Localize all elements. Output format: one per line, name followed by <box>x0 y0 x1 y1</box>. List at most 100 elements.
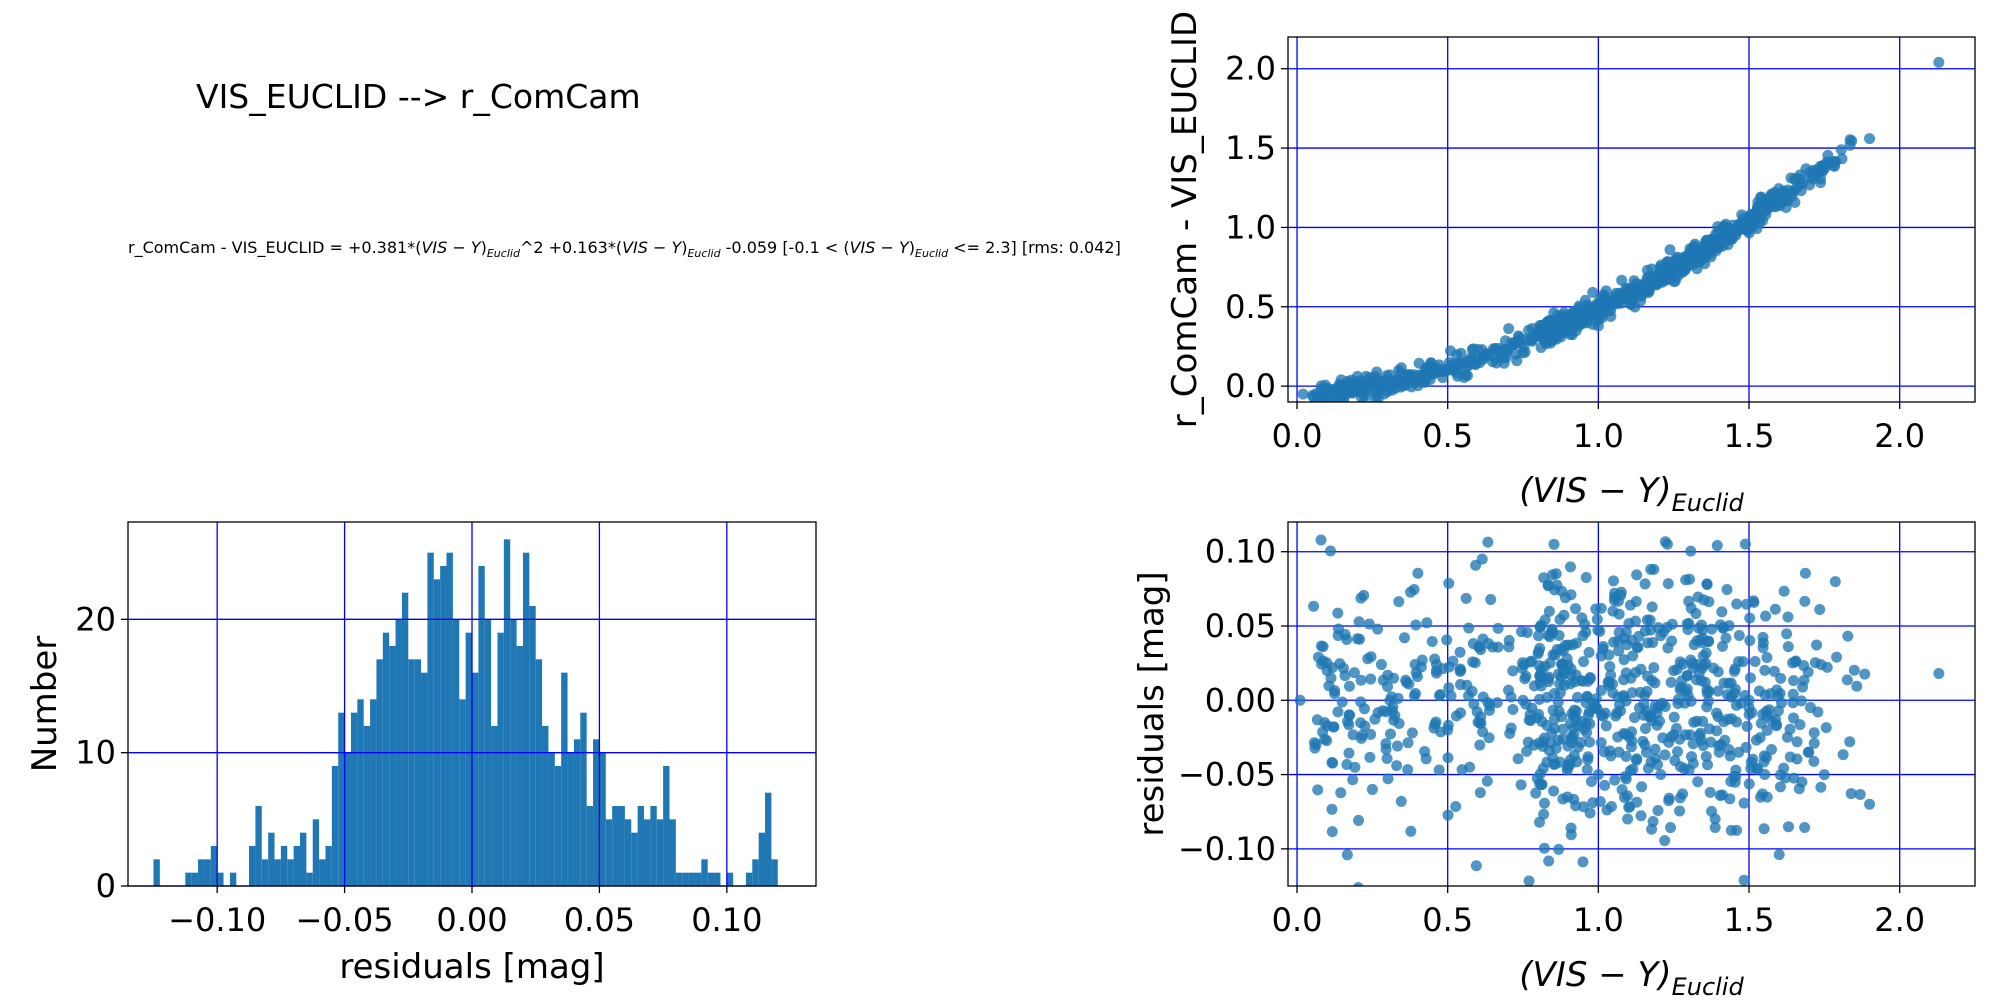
data-point <box>1642 762 1654 774</box>
data-point <box>1769 713 1781 725</box>
data-point <box>1487 356 1499 368</box>
data-point <box>1402 764 1414 776</box>
data-point <box>1474 787 1486 799</box>
data-point <box>1576 612 1588 624</box>
data-point <box>1587 309 1599 321</box>
data-point <box>1482 638 1494 650</box>
data-point <box>1327 383 1339 395</box>
data-point <box>1739 538 1751 550</box>
data-point <box>1363 618 1375 630</box>
data-point <box>1587 286 1599 298</box>
data-point <box>1616 293 1628 305</box>
data-point <box>1334 658 1346 670</box>
data-point <box>1674 656 1686 668</box>
data-point <box>1595 602 1607 614</box>
histogram-bar <box>446 552 453 886</box>
data-point <box>1788 675 1800 687</box>
data-point <box>1570 325 1582 337</box>
data-point <box>1380 738 1392 750</box>
data-point <box>1648 662 1660 674</box>
data-point <box>1344 709 1356 721</box>
data-point <box>1760 610 1772 622</box>
data-point <box>1470 860 1482 872</box>
data-point <box>1618 792 1630 804</box>
data-point <box>1744 635 1756 647</box>
y-tick-label: 10 <box>75 734 116 772</box>
data-point <box>1818 769 1830 781</box>
eq-color-2-sub: Euclid <box>687 247 721 260</box>
data-point <box>1364 751 1376 763</box>
data-point <box>1534 621 1546 633</box>
histogram-bar <box>389 646 396 886</box>
histogram-bar <box>758 832 766 886</box>
y-tick-label: −0.05 <box>1178 756 1276 794</box>
data-point <box>1442 724 1454 736</box>
data-point <box>1646 823 1658 835</box>
data-point <box>1347 729 1359 741</box>
histogram-bar <box>312 819 320 886</box>
data-point <box>1474 739 1486 751</box>
histogram-bar <box>472 672 479 886</box>
data-point <box>1687 757 1699 769</box>
data-point <box>1741 720 1753 732</box>
data-point <box>1701 578 1713 590</box>
data-point <box>1815 659 1827 671</box>
x-tick-label: 0.05 <box>564 901 635 939</box>
data-point <box>1577 856 1589 868</box>
histogram-bar <box>497 632 504 886</box>
data-point <box>1541 756 1553 768</box>
histogram-bar <box>229 872 237 886</box>
data-point <box>1672 746 1684 758</box>
data-point <box>1808 727 1820 739</box>
data-point <box>1729 663 1741 675</box>
data-point <box>1462 690 1474 702</box>
y-tick-label: 20 <box>75 600 116 638</box>
data-point <box>1538 572 1550 584</box>
data-point <box>1326 756 1338 768</box>
data-point <box>1711 707 1723 719</box>
data-point <box>1696 619 1708 631</box>
axes-frame <box>1287 521 1976 887</box>
data-point <box>1608 636 1620 648</box>
data-point <box>1583 646 1595 658</box>
data-point <box>1294 694 1306 706</box>
color-relation-plot: 0.0 0.5 1.0 1.5 2.0 0.0 0.5 1.0 1.5 2.0 (VIS − Y)E… <box>1165 11 1976 517</box>
data-point <box>1668 711 1680 723</box>
data-point <box>1421 617 1433 629</box>
data-point <box>1325 545 1337 557</box>
data-point <box>1626 687 1638 699</box>
data-point <box>1778 185 1790 197</box>
eq-color-2: VIS − Y <box>622 238 682 257</box>
data-point <box>1355 732 1367 744</box>
histogram-bar <box>287 859 294 886</box>
data-point <box>1340 388 1352 400</box>
data-point <box>1577 315 1589 327</box>
data-point <box>1570 603 1582 615</box>
data-point <box>1472 716 1484 728</box>
data-point <box>1744 672 1756 684</box>
data-point <box>1613 626 1625 638</box>
data-point <box>1781 628 1793 640</box>
data-point <box>1791 753 1803 765</box>
data-point <box>1408 690 1420 702</box>
data-point <box>1772 196 1784 208</box>
data-point <box>1505 722 1517 734</box>
data-point <box>1754 732 1766 744</box>
x-tick-label: 0.5 <box>1422 901 1473 939</box>
data-point <box>1600 720 1612 732</box>
data-point <box>1507 704 1519 716</box>
data-point <box>1355 674 1367 686</box>
data-point <box>1799 567 1811 579</box>
data-point <box>1721 689 1733 701</box>
data-point <box>1321 720 1333 732</box>
data-point <box>1444 345 1456 357</box>
data-point <box>1391 760 1403 772</box>
data-point <box>1522 736 1534 748</box>
data-point <box>1538 808 1550 820</box>
data-point <box>1605 801 1617 813</box>
data-point <box>1811 639 1823 651</box>
data-point <box>1548 785 1560 797</box>
data-point <box>1841 674 1853 686</box>
data-point <box>1575 716 1587 728</box>
data-point <box>1655 699 1667 711</box>
